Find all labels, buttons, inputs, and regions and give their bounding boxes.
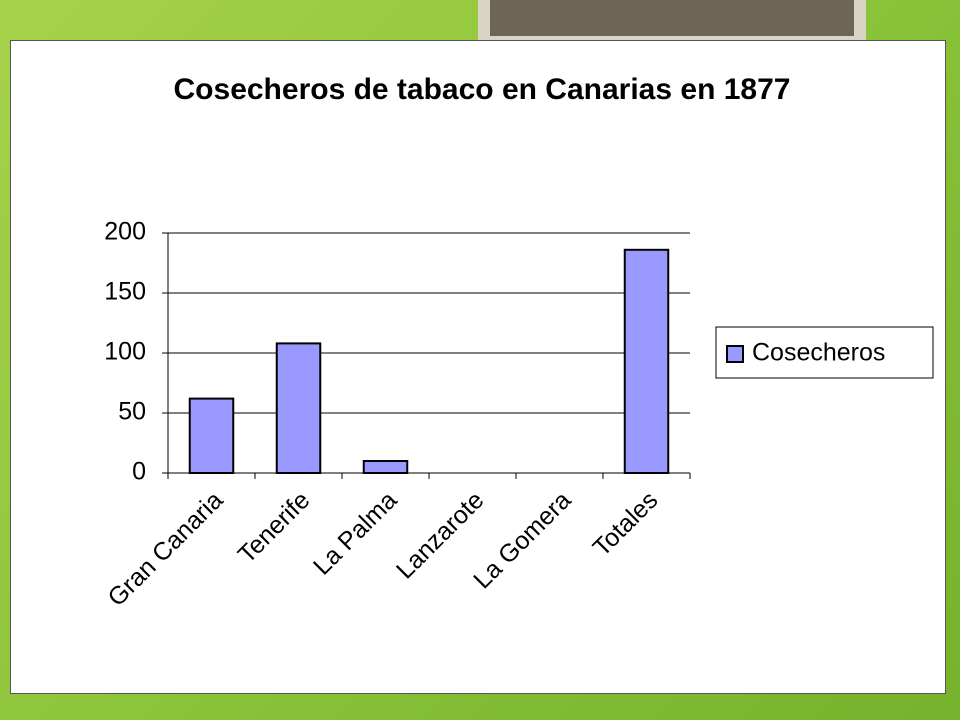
y-tick-label: 150 bbox=[104, 278, 146, 306]
x-tick-label: Gran Canaria bbox=[102, 486, 228, 612]
legend-swatch bbox=[726, 345, 744, 363]
chart-title: Cosecheros de tabaco en Canarias en 1877 bbox=[173, 73, 791, 106]
y-tick-label: 200 bbox=[104, 218, 146, 246]
decor-panel bbox=[490, 0, 854, 36]
x-tick-label: Tenerife bbox=[233, 486, 316, 569]
bar bbox=[275, 342, 322, 474]
y-tick-label: 50 bbox=[118, 398, 146, 426]
y-tick-label: 100 bbox=[104, 338, 146, 366]
y-tick-label: 0 bbox=[132, 458, 146, 486]
bar bbox=[188, 397, 235, 475]
x-tick-label: La Palma bbox=[308, 486, 403, 581]
x-tick-label: Totales bbox=[588, 486, 664, 562]
legend-label: Cosecheros bbox=[752, 339, 885, 367]
legend-box bbox=[715, 326, 934, 379]
bar bbox=[623, 248, 670, 474]
bar bbox=[362, 460, 409, 474]
